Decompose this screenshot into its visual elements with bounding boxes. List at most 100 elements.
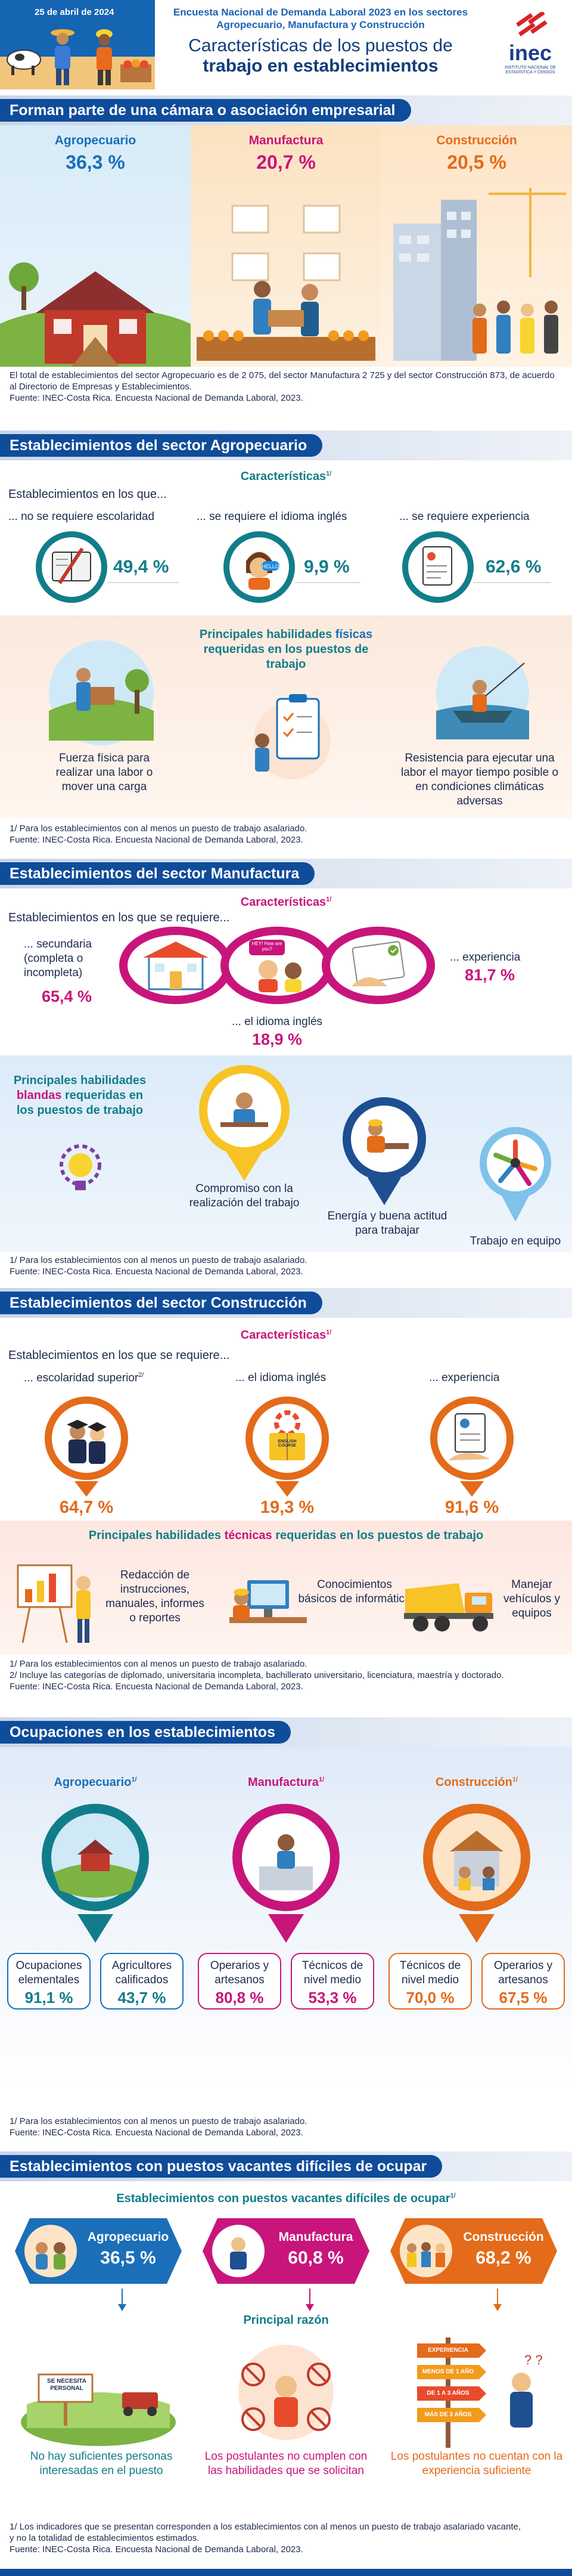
vac-agro-arrow: [118, 2289, 126, 2311]
agro-item3-bubble: [402, 531, 474, 603]
occ-source: Fuente: INEC-Costa Rica. Encuesta Nacion…: [10, 2128, 303, 2138]
cons-note1: 1/ Para los establecimientos con al meno…: [10, 1659, 307, 1669]
chamber-panels: Agropecuario 36,3 % Manufactura 20,7 %: [0, 125, 572, 367]
crate-icon: [120, 60, 151, 82]
cons-item2-value: 19,3 %: [260, 1498, 315, 1517]
occ-cons-b: Operarios y artesanos 67,5 %: [481, 1953, 565, 2010]
inec-logo-mark: [515, 12, 548, 36]
agro-source: Fuente: INEC-Costa Rica. Encuesta Nacion…: [10, 835, 303, 845]
cons-skill1: Redacción de instrucciones, manuales, in…: [105, 1569, 204, 1624]
computer-worker-icon: [229, 1580, 307, 1623]
agro-lead: Establecimientos en los que...: [8, 488, 167, 501]
cons-notes: 1/ Para los establecimientos con al meno…: [10, 1658, 558, 1692]
chamber-agro-name: Agropecuario: [54, 134, 136, 147]
cons-lead: Establecimientos en los que se requiere.…: [8, 1349, 230, 1362]
occ-manu-b-value: 53,3 %: [308, 1989, 357, 2007]
cons-note2: 2/ Incluye las categorías de diplomado, …: [10, 1670, 504, 1680]
occ-cons-a: Técnicos de nivel medio 70,0 %: [388, 1953, 472, 2010]
cons-characteristics-title: Características1/: [240, 1329, 332, 1342]
manu-skill1: Compromiso con la realización del trabaj…: [189, 1182, 300, 1209]
vac-note2: y no la totalidad de establecimientos es…: [10, 2533, 200, 2543]
vac-agro-hex: [15, 2218, 182, 2284]
vac-manu-badge: Manufactura 60,8 %: [203, 2218, 369, 2284]
cons-section-title: Establecimientos del sector Construcción: [0, 1292, 322, 1314]
chamber-cons-value: 20,5 %: [447, 151, 506, 173]
chamber-agro-value: 36,3 %: [66, 151, 125, 173]
manu-characteristics-title: Características1/: [240, 896, 332, 909]
occ-manu-a-label: Operarios y artesanos: [210, 1959, 269, 1986]
chamber-panel-cons: Construcción 20,5 %: [381, 125, 572, 367]
occ-section-bar: Ocupaciones en los establecimientos: [0, 1717, 572, 1747]
vac-signpost-2: MENOS DE 1 AÑO: [422, 2368, 474, 2375]
chamber-notes: El total de establecimientos del sector …: [10, 370, 558, 404]
pin-teamwork: [480, 1127, 551, 1222]
vac-signpost-4: MÁS DE 3 AÑOS: [424, 2411, 472, 2418]
occ-manu-a-value: 80,8 %: [215, 1989, 264, 2007]
manu-skills: Principales habilidades blandas requerid…: [0, 1055, 572, 1252]
chamber-manu-name: Manufactura: [248, 134, 324, 147]
cons-skill2: Conocimientos básicos de informática: [298, 1578, 411, 1605]
school-icon: [143, 942, 209, 990]
vac-sign-text: SE NECESITA PERSONAL: [47, 2378, 86, 2392]
cons-skill3: Manejar vehículos y equipos: [503, 1578, 561, 1620]
agro-skill2: Resistencia para ejecutar una labor el m…: [400, 752, 559, 807]
certificate-icon: [352, 941, 405, 986]
chamber-section-bar: Forman parte de una cámara o asociación …: [0, 95, 572, 125]
construction-illustration: [393, 188, 566, 361]
vac-signpost-1: EXPERIENCIA: [428, 2347, 468, 2354]
manu-item1-label: ... secundaria (completa o incompleta): [24, 938, 92, 979]
vac-manu-value: 60,8 %: [288, 2248, 344, 2268]
survey-title: Encuesta Nacional de Demanda Laboral 202…: [173, 7, 468, 30]
vac-cons-arrow: [493, 2289, 502, 2311]
agro-skills-title: Principales habilidades físicas requerid…: [199, 628, 373, 671]
signpost-illustration: ? ?: [417, 2337, 543, 2448]
occ-agro-a: Ocupaciones elementales 91,1 %: [7, 1953, 91, 2010]
agro-item1-label: ... no se requiere escolaridad: [8, 510, 155, 523]
vac-cons-value: 68,2 %: [475, 2248, 531, 2268]
book-icon: [52, 547, 91, 584]
agro-notes: 1/ Para los establecimientos con al meno…: [10, 823, 558, 846]
manu-characteristics: Características1/ Establecimientos en lo…: [0, 891, 572, 1055]
cons-item3-value: 91,6 %: [444, 1498, 499, 1517]
occ-cons-a-label: Técnicos de nivel medio: [399, 1959, 461, 1986]
manu-item1-value: 65,4 %: [42, 987, 92, 1005]
chamber-panel-agro: Agropecuario 36,3 %: [0, 125, 191, 367]
vac-source: Fuente: INEC-Costa Rica. Encuesta Nacion…: [10, 2544, 303, 2555]
vac-notes: 1/ Los indicadores que se presentan corr…: [10, 2521, 558, 2555]
occ-manu-a: Operarios y artesanos 80,8 %: [198, 1953, 281, 2010]
occ-manu-b: Técnicos de nivel medio 53,3 %: [291, 1953, 374, 2010]
vac-signpost-3: DE 1 A 3 AÑOS: [427, 2390, 470, 2397]
agro-item3-label: ... se requiere experiencia: [399, 510, 530, 523]
english-chat-icon: [249, 940, 301, 992]
agro-section-title: Establecimientos del sector Agropecuario: [0, 434, 323, 457]
occ-agro-b-value: 43,7 %: [117, 1989, 166, 2007]
worker-icon: [96, 29, 113, 85]
occ-agro-b-label: Agricultores calificados: [111, 1959, 172, 1986]
vac-cons-badge: Construcción 68,2 %: [390, 2218, 557, 2284]
fisherman-illustration: [436, 646, 529, 739]
occ-agro-name: Agropecuario1/: [54, 1776, 137, 1789]
manu-item2-value: 18,9 %: [251, 1030, 303, 1048]
hello-girl-icon: HELLO: [246, 552, 279, 590]
manu-skill3: Trabajo en equipo: [470, 1235, 561, 1247]
vac-note1: 1/ Los indicadores que se presentan corr…: [10, 2522, 521, 2532]
vac-manu-name: Manufactura: [278, 2230, 353, 2244]
cons-section-bar: Establecimientos del sector Construcción: [0, 1288, 572, 1318]
manu-note: 1/ Para los establecimientos con al meno…: [10, 1255, 307, 1265]
page-title-line1: Características de los puestos de: [188, 36, 453, 55]
agro-skills: Principales habilidades físicas requerid…: [0, 615, 572, 818]
manu-lead: Establecimientos en los que se requiere.…: [8, 911, 230, 924]
occ-agro-a-label: Ocupaciones elementales: [15, 1959, 82, 1986]
vac-manu-arrow: [306, 2289, 314, 2311]
chamber-cons-name: Construcción: [436, 134, 517, 147]
agro-item3-value: 62,6 %: [486, 557, 542, 577]
manu-speech-text: HEY! How are you?: [251, 941, 282, 952]
manu-item2-label: ... el idioma inglés: [231, 1015, 323, 1028]
cons-item1-arrow: [74, 1481, 98, 1497]
resume-icon: [422, 546, 452, 586]
occ-cons-a-value: 70,0 %: [406, 1989, 455, 2007]
occ-note: 1/ Para los establecimientos con al meno…: [10, 2116, 307, 2126]
agro-item2-line: [295, 582, 360, 583]
agro-item1-value: 49,4 %: [113, 557, 169, 577]
agro-item3-line: [474, 582, 551, 583]
